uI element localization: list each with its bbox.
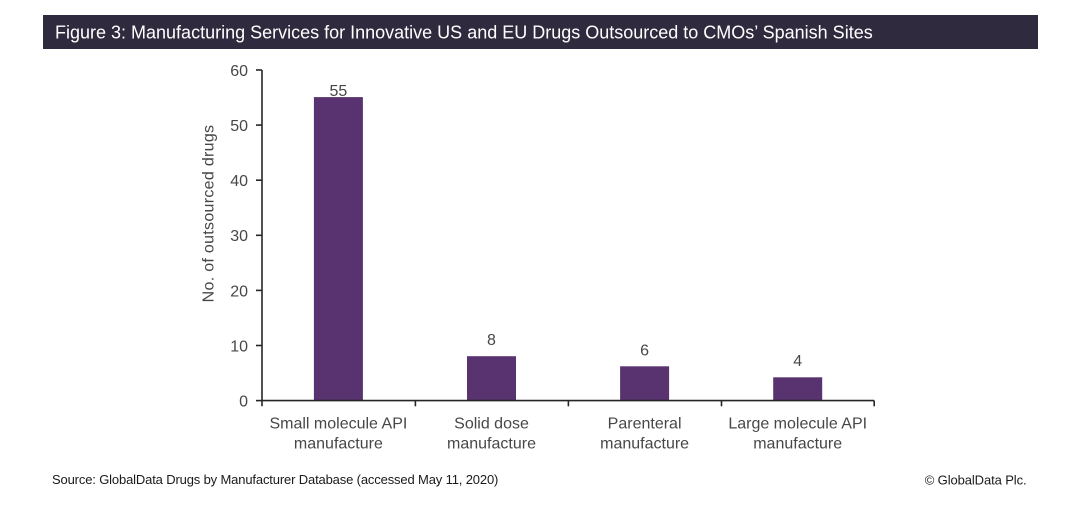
svg-text:55: 55 (330, 83, 348, 100)
svg-text:No. of outsourced drugs: No. of outsourced drugs (200, 125, 217, 303)
svg-text:Parenteral: Parenteral (608, 416, 682, 433)
svg-text:30: 30 (230, 228, 248, 245)
svg-text:10: 10 (230, 338, 248, 355)
svg-text:50: 50 (230, 118, 248, 135)
svg-text:4: 4 (793, 353, 802, 370)
svg-text:manufacture: manufacture (600, 436, 689, 453)
svg-text:manufacture: manufacture (447, 436, 536, 453)
svg-text:manufacture: manufacture (294, 436, 383, 453)
svg-text:Figure 3: Manufacturing Servic: Figure 3: Manufacturing Services for Inn… (55, 23, 873, 43)
svg-text:40: 40 (230, 173, 248, 190)
svg-text:manufacture: manufacture (753, 436, 842, 453)
svg-text:© GlobalData Plc.: © GlobalData Plc. (925, 472, 1027, 487)
svg-text:6: 6 (640, 343, 649, 360)
svg-text:Large molecule API: Large molecule API (728, 416, 867, 433)
svg-text:0: 0 (239, 394, 248, 411)
svg-text:8: 8 (487, 332, 496, 349)
svg-text:Source: GlobalData Drugs by Ma: Source: GlobalData Drugs by Manufacturer… (52, 472, 498, 487)
svg-text:20: 20 (230, 283, 248, 300)
svg-text:Small molecule API: Small molecule API (269, 416, 407, 433)
svg-text:Solid dose: Solid dose (454, 416, 529, 433)
svg-text:60: 60 (230, 63, 248, 80)
